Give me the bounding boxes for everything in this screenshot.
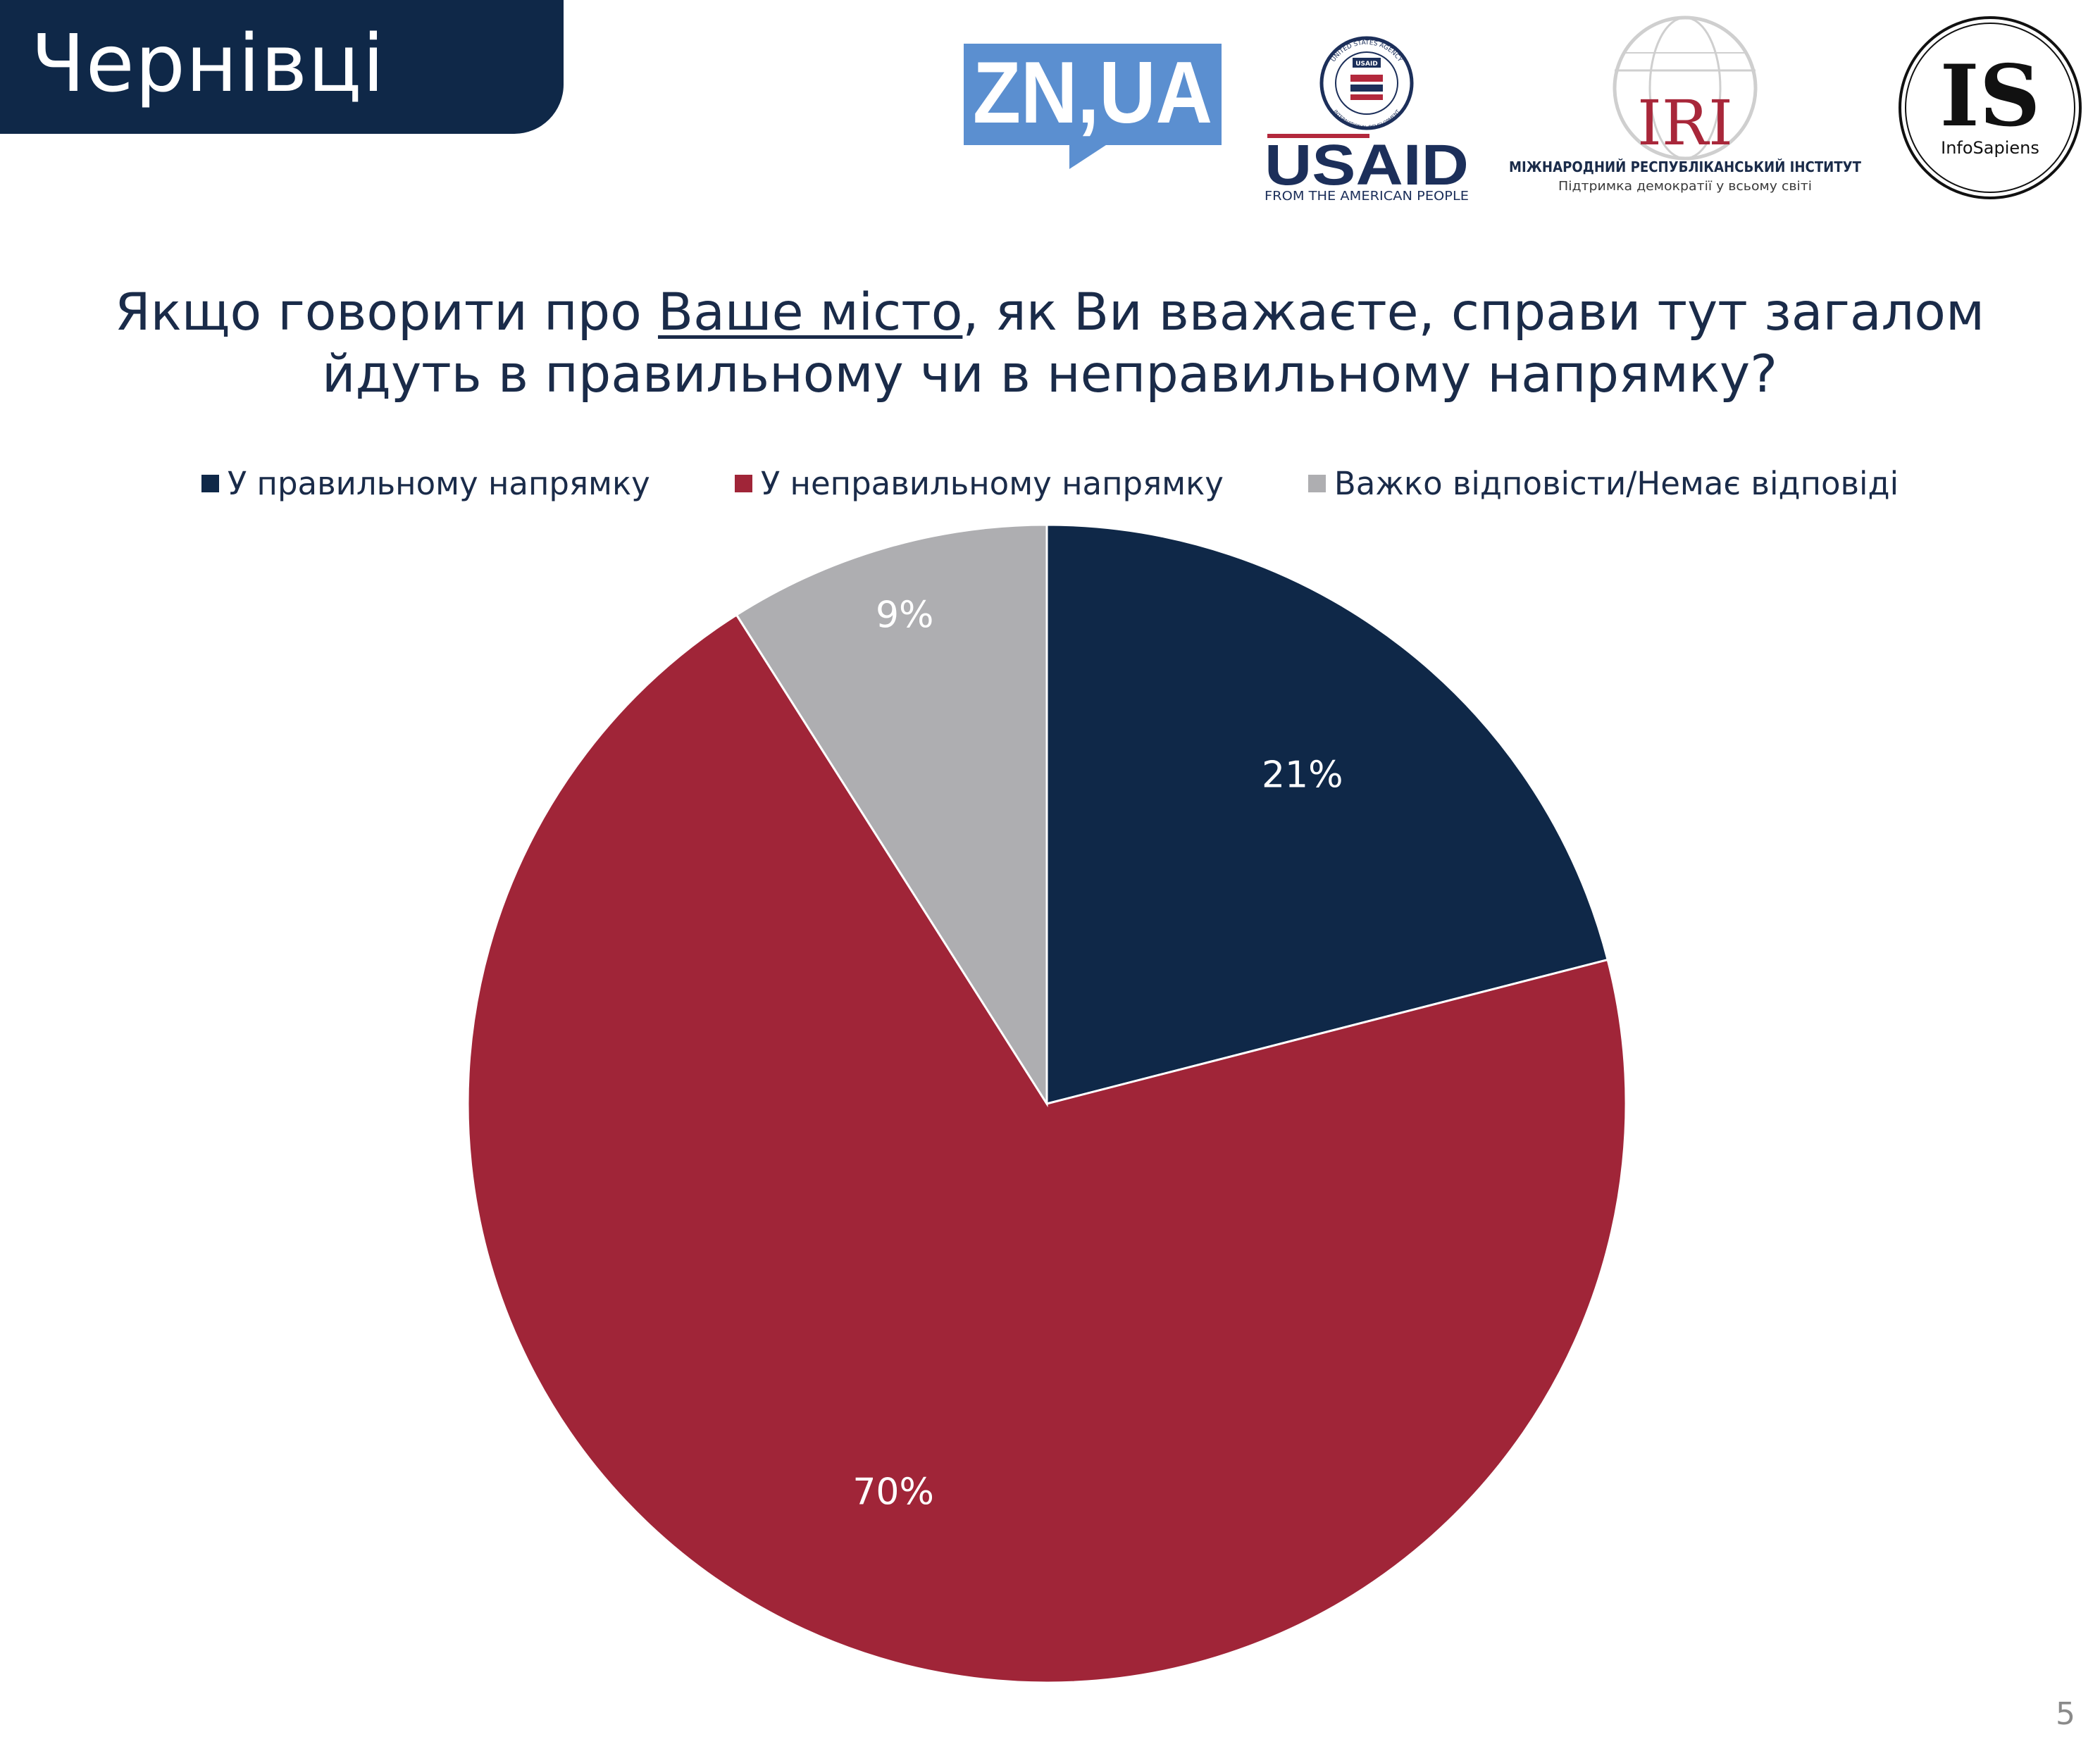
zn-logo-background (964, 44, 1222, 145)
city-banner: Чернівці (0, 0, 564, 134)
legend-label-right: У правильному напрямку (227, 465, 650, 502)
legend-item-right: У правильному напрямку (201, 465, 650, 502)
question-line-2: йдуть в правильному чи в неправильному н… (322, 344, 1777, 404)
question-part-2: , як Ви вважаєте, справи тут загалом (962, 282, 1985, 342)
zn-logo-speech-tail (1069, 144, 1108, 169)
is-name: InfoSapiens (1941, 138, 2039, 158)
usaid-seal-stripe-2 (1350, 85, 1383, 92)
usaid-seal-stripe-1 (1350, 75, 1383, 82)
pie-slice-right (1045, 523, 1610, 1105)
usaid-seal-stripe-3 (1350, 94, 1383, 100)
pie-slice-wrong (466, 613, 1627, 1684)
iri-globe-meridian (1648, 16, 1722, 160)
legend-swatch-wrong (734, 475, 752, 492)
zn-ua-logo: ZN,UA (964, 44, 1222, 169)
usaid-tagline: FROM THE AMERICAN PEOPLE (1265, 189, 1469, 204)
usaid-wordmark: USAID (1265, 133, 1469, 197)
is-inner-ring (1905, 23, 2075, 193)
legend-item-wrong: У неправильному напрямку (734, 465, 1224, 502)
legend-swatch-right (201, 475, 219, 492)
survey-question: Якщо говорити про Ваше місто, як Ви вваж… (85, 282, 2015, 406)
pie-label-wrong: 70% (852, 1471, 934, 1513)
page-number: 5 (2056, 1696, 2075, 1732)
usaid-seal-tab (1353, 58, 1381, 68)
chart-legend: У правильному напрямку У неправильному н… (0, 465, 2100, 502)
iri-wordmark: IRI (1637, 87, 1733, 159)
zn-logo-text: ZN,UA (973, 44, 1212, 142)
infosapiens-logo: IS InfoSapiens (1899, 16, 2082, 199)
question-part-1: Якщо говорити про (114, 282, 658, 342)
pie-label-hard: 9% (876, 594, 934, 636)
legend-item-hard: Важко відповісти/Немає відповіді (1307, 465, 1899, 502)
usaid-seal-center-text: USAID (1355, 61, 1378, 68)
question-line-1: Якщо говорити про Ваше місто, як Ви вваж… (85, 282, 2015, 344)
legend-label-wrong: У неправильному напрямку (760, 465, 1224, 502)
legend-label-hard: Важко відповісти/Немає відповіді (1334, 465, 1899, 502)
is-outer-ring (1899, 16, 2082, 199)
pie-slice-hard (735, 523, 1048, 1108)
legend-swatch-hard (1307, 475, 1326, 492)
city-title: Чернівці (31, 18, 385, 110)
iri-logo: IRI МІЖНАРОДНИЙ РЕСПУБЛІКАНСЬКИЙ ІНСТИТУ… (1509, 15, 1861, 194)
iri-tagline: Підтримка демократії у всьому світі (1558, 179, 1812, 194)
usaid-logo: UNITED STATES AGENCY INTERNATIONAL DEVEL… (1265, 36, 1469, 204)
iri-name: МІЖНАРОДНИЙ РЕСПУБЛІКАНСЬКИЙ ІНСТИТУТ (1509, 158, 1861, 175)
is-monogram: IS (1940, 46, 2041, 146)
pie-label-right: 21% (1262, 754, 1343, 796)
question-underlined: Ваше місто (657, 282, 963, 342)
usaid-wordmark-accent (1267, 134, 1369, 138)
